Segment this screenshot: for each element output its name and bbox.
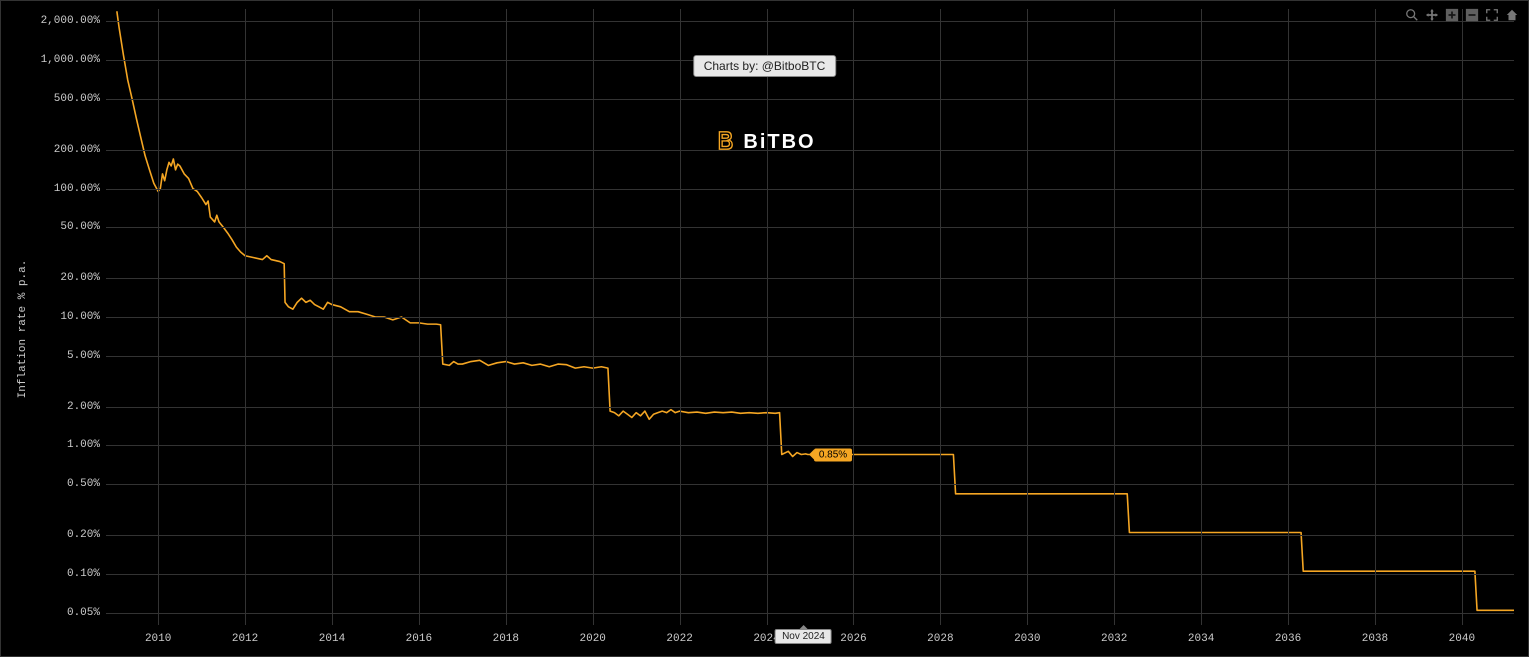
x-tick-label: 2014 <box>319 633 345 645</box>
x-tick-label: 2012 <box>232 633 258 645</box>
y-tick-label: 50.00% <box>60 221 100 233</box>
y-tick-label: 0.10% <box>67 568 100 580</box>
x-tick-label: 2026 <box>840 633 866 645</box>
grid-line-x <box>940 9 941 625</box>
search-icon[interactable] <box>1404 7 1420 23</box>
grid-line-y <box>106 574 1514 575</box>
grid-line-x <box>1201 9 1202 625</box>
grid-line-y <box>106 407 1514 408</box>
grid-line-x <box>419 9 420 625</box>
y-tick-label: 0.50% <box>67 478 100 490</box>
grid-line-y <box>106 99 1514 100</box>
grid-line-x <box>1462 9 1463 625</box>
x-tick-label: 2040 <box>1449 633 1475 645</box>
grid-line-x <box>593 9 594 625</box>
x-tick-label: 2030 <box>1014 633 1040 645</box>
x-tick-label: 2036 <box>1275 633 1301 645</box>
y-tick-label: 0.05% <box>67 607 100 619</box>
grid-line-x <box>1375 9 1376 625</box>
y-tick-label: 2,000.00% <box>41 15 100 27</box>
x-tick-label: 2010 <box>145 633 171 645</box>
x-axis-tooltip: Nov 2024 <box>775 629 832 644</box>
grid-line-x <box>1027 9 1028 625</box>
grid-line-x <box>506 9 507 625</box>
grid-line-x <box>332 9 333 625</box>
y-tick-label: 2.00% <box>67 401 100 413</box>
brand-logo: BiTBO <box>713 129 815 156</box>
y-tick-label: 200.00% <box>54 144 100 156</box>
zoom-out-icon[interactable] <box>1464 7 1480 23</box>
x-tick-label: 2034 <box>1188 633 1214 645</box>
grid-line-x <box>1288 9 1289 625</box>
x-tick-label: 2032 <box>1101 633 1127 645</box>
y-tick-label: 5.00% <box>67 350 100 362</box>
chart-container: Inflation rate % p.a. Charts by: @BitboB… <box>0 0 1529 657</box>
grid-line-x <box>853 9 854 625</box>
zoom-in-icon[interactable] <box>1444 7 1460 23</box>
grid-line-x <box>245 9 246 625</box>
y-tick-label: 1,000.00% <box>41 54 100 66</box>
grid-line-y <box>106 356 1514 357</box>
y-axis-title: Inflation rate % p.a. <box>17 259 29 398</box>
y-tick-label: 20.00% <box>60 272 100 284</box>
grid-line-y <box>106 445 1514 446</box>
current-value-label: 0.85% <box>814 448 852 461</box>
y-tick-label: 500.00% <box>54 93 100 105</box>
x-tick-label: 2016 <box>406 633 432 645</box>
y-tick-label: 10.00% <box>60 311 100 323</box>
grid-line-y <box>106 535 1514 536</box>
pan-icon[interactable] <box>1424 7 1440 23</box>
grid-line-y <box>106 189 1514 190</box>
brand-logo-icon <box>713 129 735 156</box>
x-tick-label: 2020 <box>580 633 606 645</box>
x-tick-label: 2022 <box>666 633 692 645</box>
fullscreen-icon[interactable] <box>1484 7 1500 23</box>
grid-line-y <box>106 227 1514 228</box>
brand-text: BiTBO <box>743 131 815 154</box>
grid-line-x <box>680 9 681 625</box>
grid-line-x <box>1114 9 1115 625</box>
x-tick-label: 2038 <box>1362 633 1388 645</box>
y-tick-label: 0.20% <box>67 529 100 541</box>
home-icon[interactable] <box>1504 7 1520 23</box>
attribution-badge: Charts by: @BitboBTC <box>693 55 837 77</box>
x-tick-label: 2028 <box>927 633 953 645</box>
y-tick-label: 100.00% <box>54 183 100 195</box>
plot-area[interactable]: 2,000.00%1,000.00%500.00%200.00%100.00%5… <box>106 9 1514 625</box>
grid-line-x <box>767 9 768 625</box>
grid-line-x <box>158 9 159 625</box>
grid-line-y <box>106 317 1514 318</box>
y-tick-label: 1.00% <box>67 439 100 451</box>
x-tick-label: 2018 <box>493 633 519 645</box>
grid-line-y <box>106 21 1514 22</box>
grid-line-y <box>106 613 1514 614</box>
grid-line-y <box>106 484 1514 485</box>
grid-line-y <box>106 278 1514 279</box>
chart-toolbar <box>1404 7 1520 23</box>
